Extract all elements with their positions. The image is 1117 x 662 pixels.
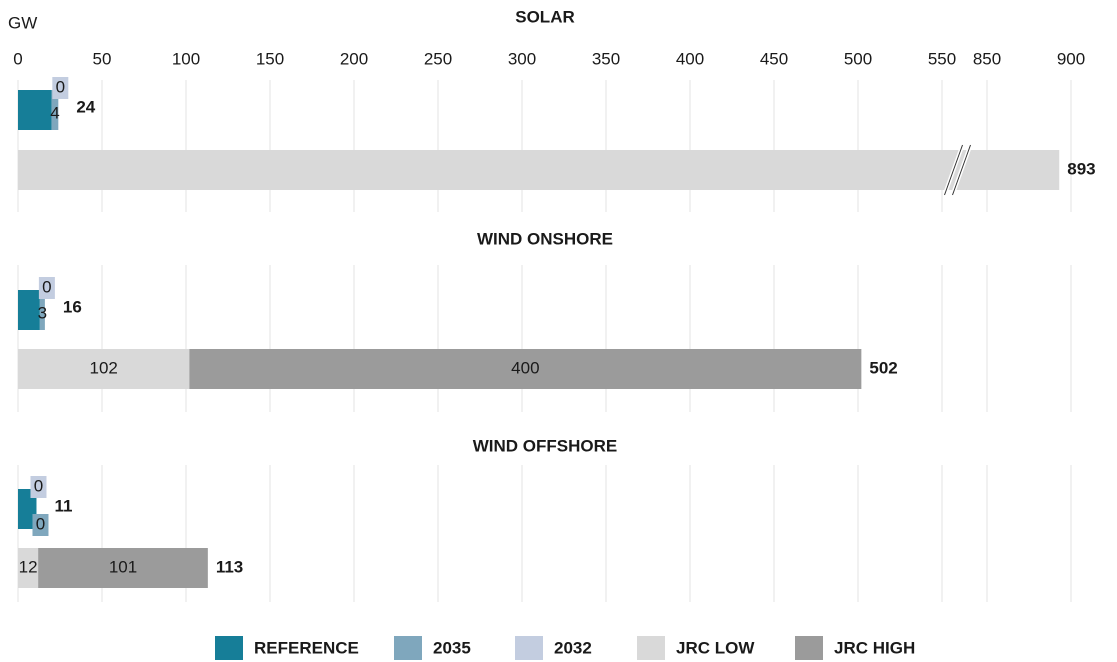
legend-label: 2035 [433, 638, 471, 657]
segment-label: 4 [50, 103, 59, 122]
legend-swatch [394, 636, 422, 660]
legend-label: JRC HIGH [834, 638, 915, 657]
x-tick-label: 500 [844, 49, 872, 68]
label-box [38, 277, 55, 299]
legend-swatch [515, 636, 543, 660]
panel-title: SOLAR [515, 7, 575, 26]
total-label: 16 [63, 297, 82, 316]
label-box [52, 77, 69, 99]
segment-label: 3 [38, 303, 47, 322]
label-box [32, 514, 49, 536]
segment-label: 0 [36, 514, 45, 533]
segment-label: 101 [109, 557, 137, 576]
x-tick-label: 150 [256, 49, 284, 68]
x-tick-label: 300 [508, 49, 536, 68]
legend-swatch [795, 636, 823, 660]
legend-label: 2032 [554, 638, 592, 657]
bar-segment [18, 349, 190, 389]
x-tick-label: 0 [13, 49, 22, 68]
unit-label: GW [8, 13, 37, 32]
x-tick-label: 250 [424, 49, 452, 68]
bar-segment [18, 290, 40, 330]
panel-title: WIND ONSHORE [477, 229, 613, 248]
legend-label: JRC LOW [676, 638, 755, 657]
label-box [30, 476, 47, 498]
x-tick-label: 350 [592, 49, 620, 68]
legend-swatch [215, 636, 243, 660]
legend-label: REFERENCE [254, 638, 359, 657]
total-label: 893 [1067, 159, 1095, 178]
legend-swatch [637, 636, 665, 660]
total-label: 502 [869, 358, 897, 377]
bar-segment [38, 548, 208, 588]
x-tick-label: 50 [93, 49, 112, 68]
bar-segment [18, 150, 1060, 190]
segment-label: 12 [19, 557, 38, 576]
x-tick-label: 450 [760, 49, 788, 68]
x-tick-label: 900 [1057, 49, 1085, 68]
x-tick-label: 400 [676, 49, 704, 68]
x-tick-label: 550 [928, 49, 956, 68]
total-label: 11 [54, 496, 72, 515]
bar-segment [51, 90, 59, 130]
x-tick-label: 200 [340, 49, 368, 68]
segment-label: 400 [511, 358, 539, 377]
panel-title: WIND OFFSHORE [473, 436, 618, 455]
bar-segment [39, 290, 45, 330]
bar-segment [18, 489, 37, 529]
segment-label: 0 [42, 277, 51, 296]
segment-label: 102 [89, 358, 117, 377]
total-label: 113 [216, 557, 243, 576]
bar-segment [18, 548, 39, 588]
total-label: 24 [76, 97, 95, 116]
segment-label: 0 [56, 77, 65, 96]
x-tick-label: 100 [172, 49, 200, 68]
axis-break [952, 144, 971, 196]
axis-break [944, 144, 963, 196]
bar-segment [18, 90, 52, 130]
x-tick-label: 850 [973, 49, 1001, 68]
segment-label: 0 [34, 476, 43, 495]
bar-segment [189, 349, 862, 389]
